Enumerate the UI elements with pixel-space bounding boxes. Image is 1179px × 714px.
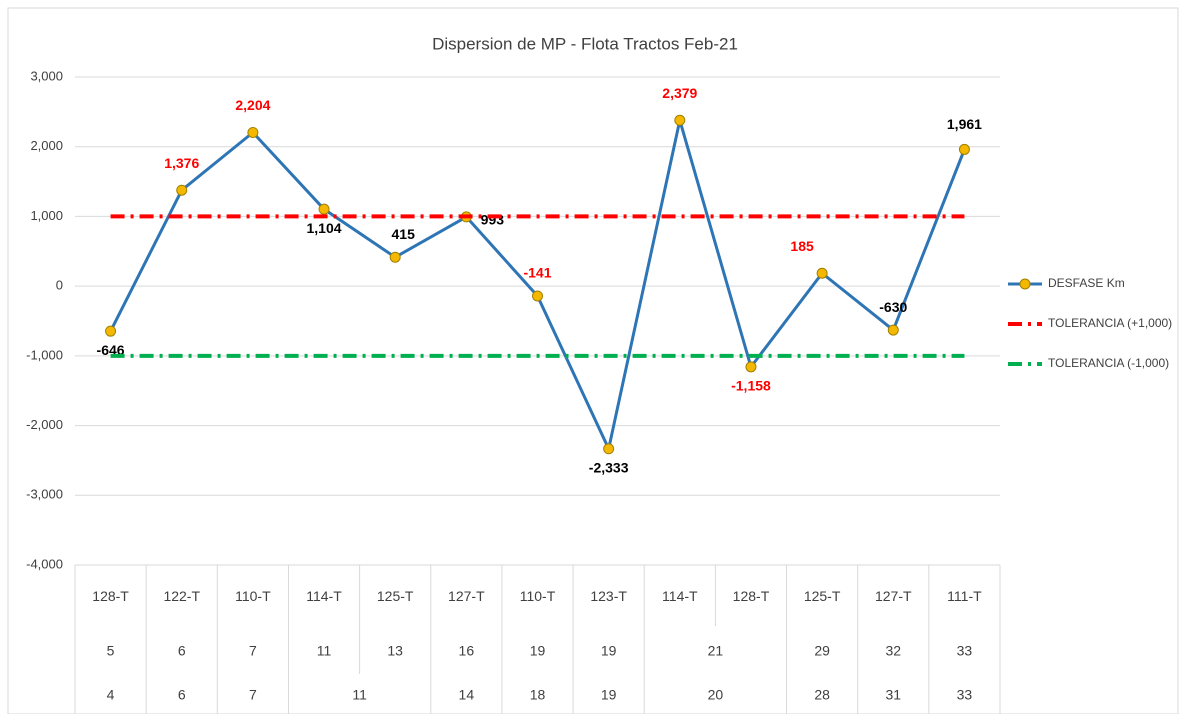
data-label: -2,333 xyxy=(589,459,629,475)
x-tick-label: 127-T xyxy=(448,588,485,604)
point-marker xyxy=(745,361,757,373)
data-label: 2,379 xyxy=(662,85,697,101)
x-tick-label: 110-T xyxy=(235,588,271,604)
x-tick-label: 14 xyxy=(459,687,475,703)
x-tick-label: 20 xyxy=(708,687,724,703)
x-tick-label: 125-T xyxy=(804,588,841,604)
x-tick-label: 114-T xyxy=(662,588,698,604)
legend-label: TOLERANCIA (-1,000) xyxy=(1048,356,1169,370)
x-tick-label: 6 xyxy=(178,643,186,659)
x-tick-label: 13 xyxy=(387,643,403,659)
x-tick-label: 18 xyxy=(530,687,546,703)
chart-title: Dispersion de MP - Flota Tractos Feb-21 xyxy=(432,34,738,53)
point-marker xyxy=(532,290,543,302)
data-label: 415 xyxy=(392,226,416,242)
point-marker xyxy=(389,251,401,263)
x-tick-label: 5 xyxy=(107,643,115,659)
legend-marker xyxy=(1019,278,1031,290)
x-tick-label: 11 xyxy=(352,687,367,703)
x-tick-label: 28 xyxy=(814,687,830,703)
point-marker xyxy=(816,267,828,279)
data-label: 2,204 xyxy=(235,97,270,113)
y-tick-label: 3,000 xyxy=(30,68,63,83)
y-tick-label: -3,000 xyxy=(26,487,63,502)
x-tick-label: 127-T xyxy=(875,588,912,604)
y-tick-label: 1,000 xyxy=(30,208,63,223)
x-tick-label: 11 xyxy=(317,643,332,659)
y-tick-label: 0 xyxy=(56,278,63,293)
point-marker xyxy=(318,203,330,215)
x-tick-label: 29 xyxy=(814,643,830,659)
x-tick-label: 16 xyxy=(459,643,475,659)
x-tick-label: 4 xyxy=(107,687,115,703)
x-tick-label: 7 xyxy=(249,643,257,659)
point-marker xyxy=(887,324,899,336)
y-tick-label: -1,000 xyxy=(26,347,63,362)
data-label: 993 xyxy=(481,212,505,228)
x-tick-label: 114-T xyxy=(306,588,342,604)
x-tick-label: 33 xyxy=(957,687,973,703)
x-tick-label: 128-T xyxy=(92,588,129,604)
x-tick-label: 33 xyxy=(957,643,973,659)
x-tick-label: 128-T xyxy=(733,588,770,604)
legend-label: TOLERANCIA (+1,000) xyxy=(1048,316,1172,330)
legend-label: DESFASE Km xyxy=(1048,276,1125,290)
point-marker xyxy=(105,325,117,337)
point-marker xyxy=(247,126,259,138)
x-tick-label: 31 xyxy=(885,687,901,703)
x-tick-label: 125-T xyxy=(377,588,414,604)
data-label: 185 xyxy=(790,238,814,254)
y-tick-label: -4,000 xyxy=(26,556,63,571)
y-tick-label: 2,000 xyxy=(30,138,63,153)
x-tick-label: 110-T xyxy=(520,588,556,604)
x-tick-label: 21 xyxy=(708,643,724,659)
x-tick-label: 19 xyxy=(601,643,617,659)
point-marker xyxy=(674,114,686,126)
x-tick-label: 111-T xyxy=(947,588,982,604)
point-marker xyxy=(176,184,188,196)
data-label: -1,158 xyxy=(731,378,771,394)
chart-frame xyxy=(7,7,1179,714)
x-tick-label: 19 xyxy=(530,643,546,659)
x-tick-label: 19 xyxy=(601,687,617,703)
x-tick-label: 123-T xyxy=(590,588,627,604)
data-label: 1,104 xyxy=(307,220,342,236)
x-tick-label: 6 xyxy=(178,687,186,703)
y-tick-label: -2,000 xyxy=(26,417,63,432)
data-label: -141 xyxy=(523,265,551,281)
point-marker xyxy=(958,143,970,155)
x-tick-label: 122-T xyxy=(163,588,200,604)
data-label: 1,961 xyxy=(947,116,982,132)
data-label: 1,376 xyxy=(164,155,199,171)
data-label: -630 xyxy=(879,299,907,315)
x-tick-label: 7 xyxy=(249,687,257,703)
point-marker xyxy=(603,443,615,455)
x-tick-label: 32 xyxy=(885,643,901,659)
